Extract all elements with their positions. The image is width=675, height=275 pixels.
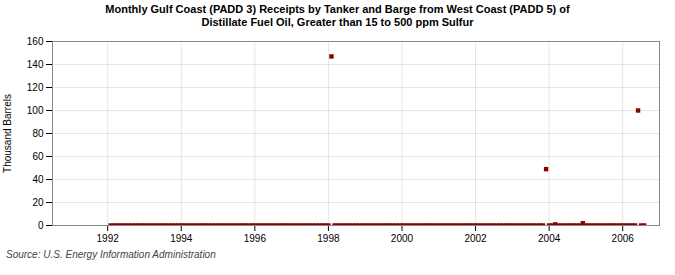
svg-text:0: 0 bbox=[38, 220, 44, 231]
svg-text:Thousand Barrels: Thousand Barrels bbox=[2, 94, 13, 173]
svg-text:120: 120 bbox=[27, 82, 44, 93]
svg-text:1996: 1996 bbox=[244, 233, 267, 244]
svg-text:2004: 2004 bbox=[538, 233, 561, 244]
svg-text:40: 40 bbox=[32, 174, 44, 185]
svg-text:2002: 2002 bbox=[464, 233, 487, 244]
svg-text:1992: 1992 bbox=[97, 233, 120, 244]
svg-text:2000: 2000 bbox=[391, 233, 414, 244]
svg-text:20: 20 bbox=[32, 197, 44, 208]
svg-text:140: 140 bbox=[27, 59, 44, 70]
svg-text:60: 60 bbox=[32, 151, 44, 162]
svg-text:2006: 2006 bbox=[612, 233, 635, 244]
html-text:Monthly Gulf Coast (PADD 3) Re: Monthly Gulf Coast (PADD 3) Receipts by … bbox=[105, 3, 570, 28]
svg-text:160: 160 bbox=[27, 36, 44, 47]
svg-text:1994: 1994 bbox=[170, 233, 193, 244]
svg-text:1998: 1998 bbox=[317, 233, 340, 244]
svg-text:80: 80 bbox=[32, 128, 44, 139]
html-text:Source: U.S. Energy Informatio: Source: U.S. Energy Information Administ… bbox=[6, 249, 216, 260]
svg-text:100: 100 bbox=[27, 105, 44, 116]
